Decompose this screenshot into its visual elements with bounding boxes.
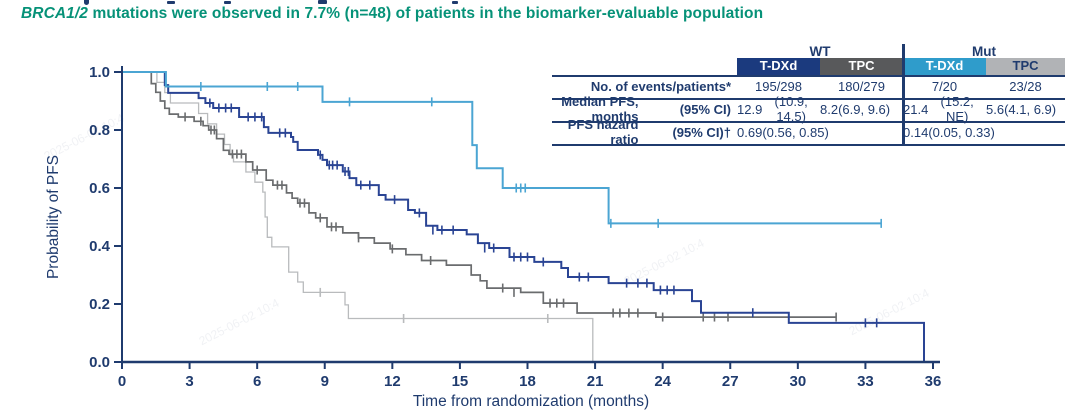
clipped-heading-fragment: [167, 1, 175, 4]
clipped-heading-fragment: [224, 1, 231, 4]
axis-tick-label: 12: [384, 373, 401, 390]
axis-tick-label: 30: [789, 373, 806, 390]
km-curve: [122, 71, 882, 225]
page-subtitle: BRCA1/2 mutations were observed in 7.7% …: [21, 5, 763, 23]
median-mut-tpc: 5.6: [986, 101, 1005, 117]
clipped-heading-fragment: [318, 0, 327, 4]
events-mut-tpc: 23/28: [1009, 79, 1042, 95]
subtitle-text: mutations were observed in 7.7% (n=48) o…: [88, 5, 764, 22]
km-curve: [122, 71, 594, 362]
group-header-mut: Mut: [972, 44, 996, 59]
axis-tick-label: 21: [587, 373, 604, 390]
hr-ci-wt: (0.56, 0.85): [762, 124, 829, 140]
axis-tick-label: 24: [654, 373, 671, 390]
col-header-wt-tdxd: T-DXd: [737, 58, 820, 75]
median-mut-tdxd: 21.4: [903, 101, 929, 117]
gene-name: BRCA1/2: [21, 5, 89, 22]
hr-mut: 0.14: [903, 124, 929, 140]
axis-tick-label: 15: [452, 373, 469, 390]
hr-ci-mut: (0.05, 0.33): [928, 124, 995, 140]
km-curve: [122, 71, 925, 362]
col-header-mut-tdxd: T-DXd: [903, 58, 986, 75]
group-header-wt: WT: [809, 44, 831, 59]
events-wt-tpc: 180/279: [838, 79, 885, 95]
axis-tick-label: 0.0: [89, 354, 110, 371]
axis-tick-label: 18: [519, 373, 536, 390]
axis-tick-label: 3: [185, 373, 193, 390]
y-axis-title: Probability of PFS: [45, 155, 62, 279]
row-label-hr: PFS hazard ratio: [567, 117, 639, 147]
axis-tick-label: 0.8: [89, 122, 110, 139]
clipped-heading-fragment: [452, 1, 458, 4]
axis-tick-label: 1.0: [89, 64, 110, 81]
row-label-hr-ci: (95% CI)†: [672, 124, 731, 140]
axis-tick-label: 27: [722, 373, 739, 390]
col-header-wt-tpc: TPC: [820, 58, 903, 75]
clipped-heading-fragment: [84, 0, 89, 5]
events-wt-tdxd: 195/298: [755, 79, 802, 95]
km-curve: [122, 71, 837, 318]
axis-tick-label: 36: [925, 373, 942, 390]
row-label-median-ci: (95% CI): [679, 101, 731, 117]
col-header-mut-tpc: TPC: [986, 58, 1065, 75]
results-table: WT Mut T-DXd TPC T-DXd TPC No. of events…: [552, 44, 1065, 147]
median-ci-wt-tdxd: (10.9, 14.5): [774, 94, 808, 124]
median-ci-mut-tdxd: (15.2, NE): [940, 94, 974, 124]
events-mut-tdxd: 7/20: [931, 79, 958, 95]
axis-tick-label: 33: [857, 373, 874, 390]
axis-tick-label: 9: [321, 373, 329, 390]
hr-wt: 0.69: [737, 124, 763, 140]
axis-tick-label: 6: [253, 373, 261, 390]
median-ci-mut-tpc: (4.1, 6.9): [1004, 101, 1057, 117]
row-label-events: No. of events/patients*: [590, 79, 731, 95]
axis-tick-label: 0: [118, 373, 126, 390]
axis-tick-label: 0.2: [89, 296, 110, 313]
wt-mut-divider: [902, 44, 905, 146]
x-axis-title: Time from randomization (months): [413, 393, 649, 410]
median-wt-tdxd: 12.9: [737, 101, 763, 117]
median-wt-tpc: 8.2: [820, 101, 839, 117]
axis-tick-label: 0.4: [89, 238, 111, 255]
axis-tick-label: 0.6: [89, 180, 110, 197]
median-ci-wt-tpc: (6.9, 9.6): [838, 101, 891, 117]
